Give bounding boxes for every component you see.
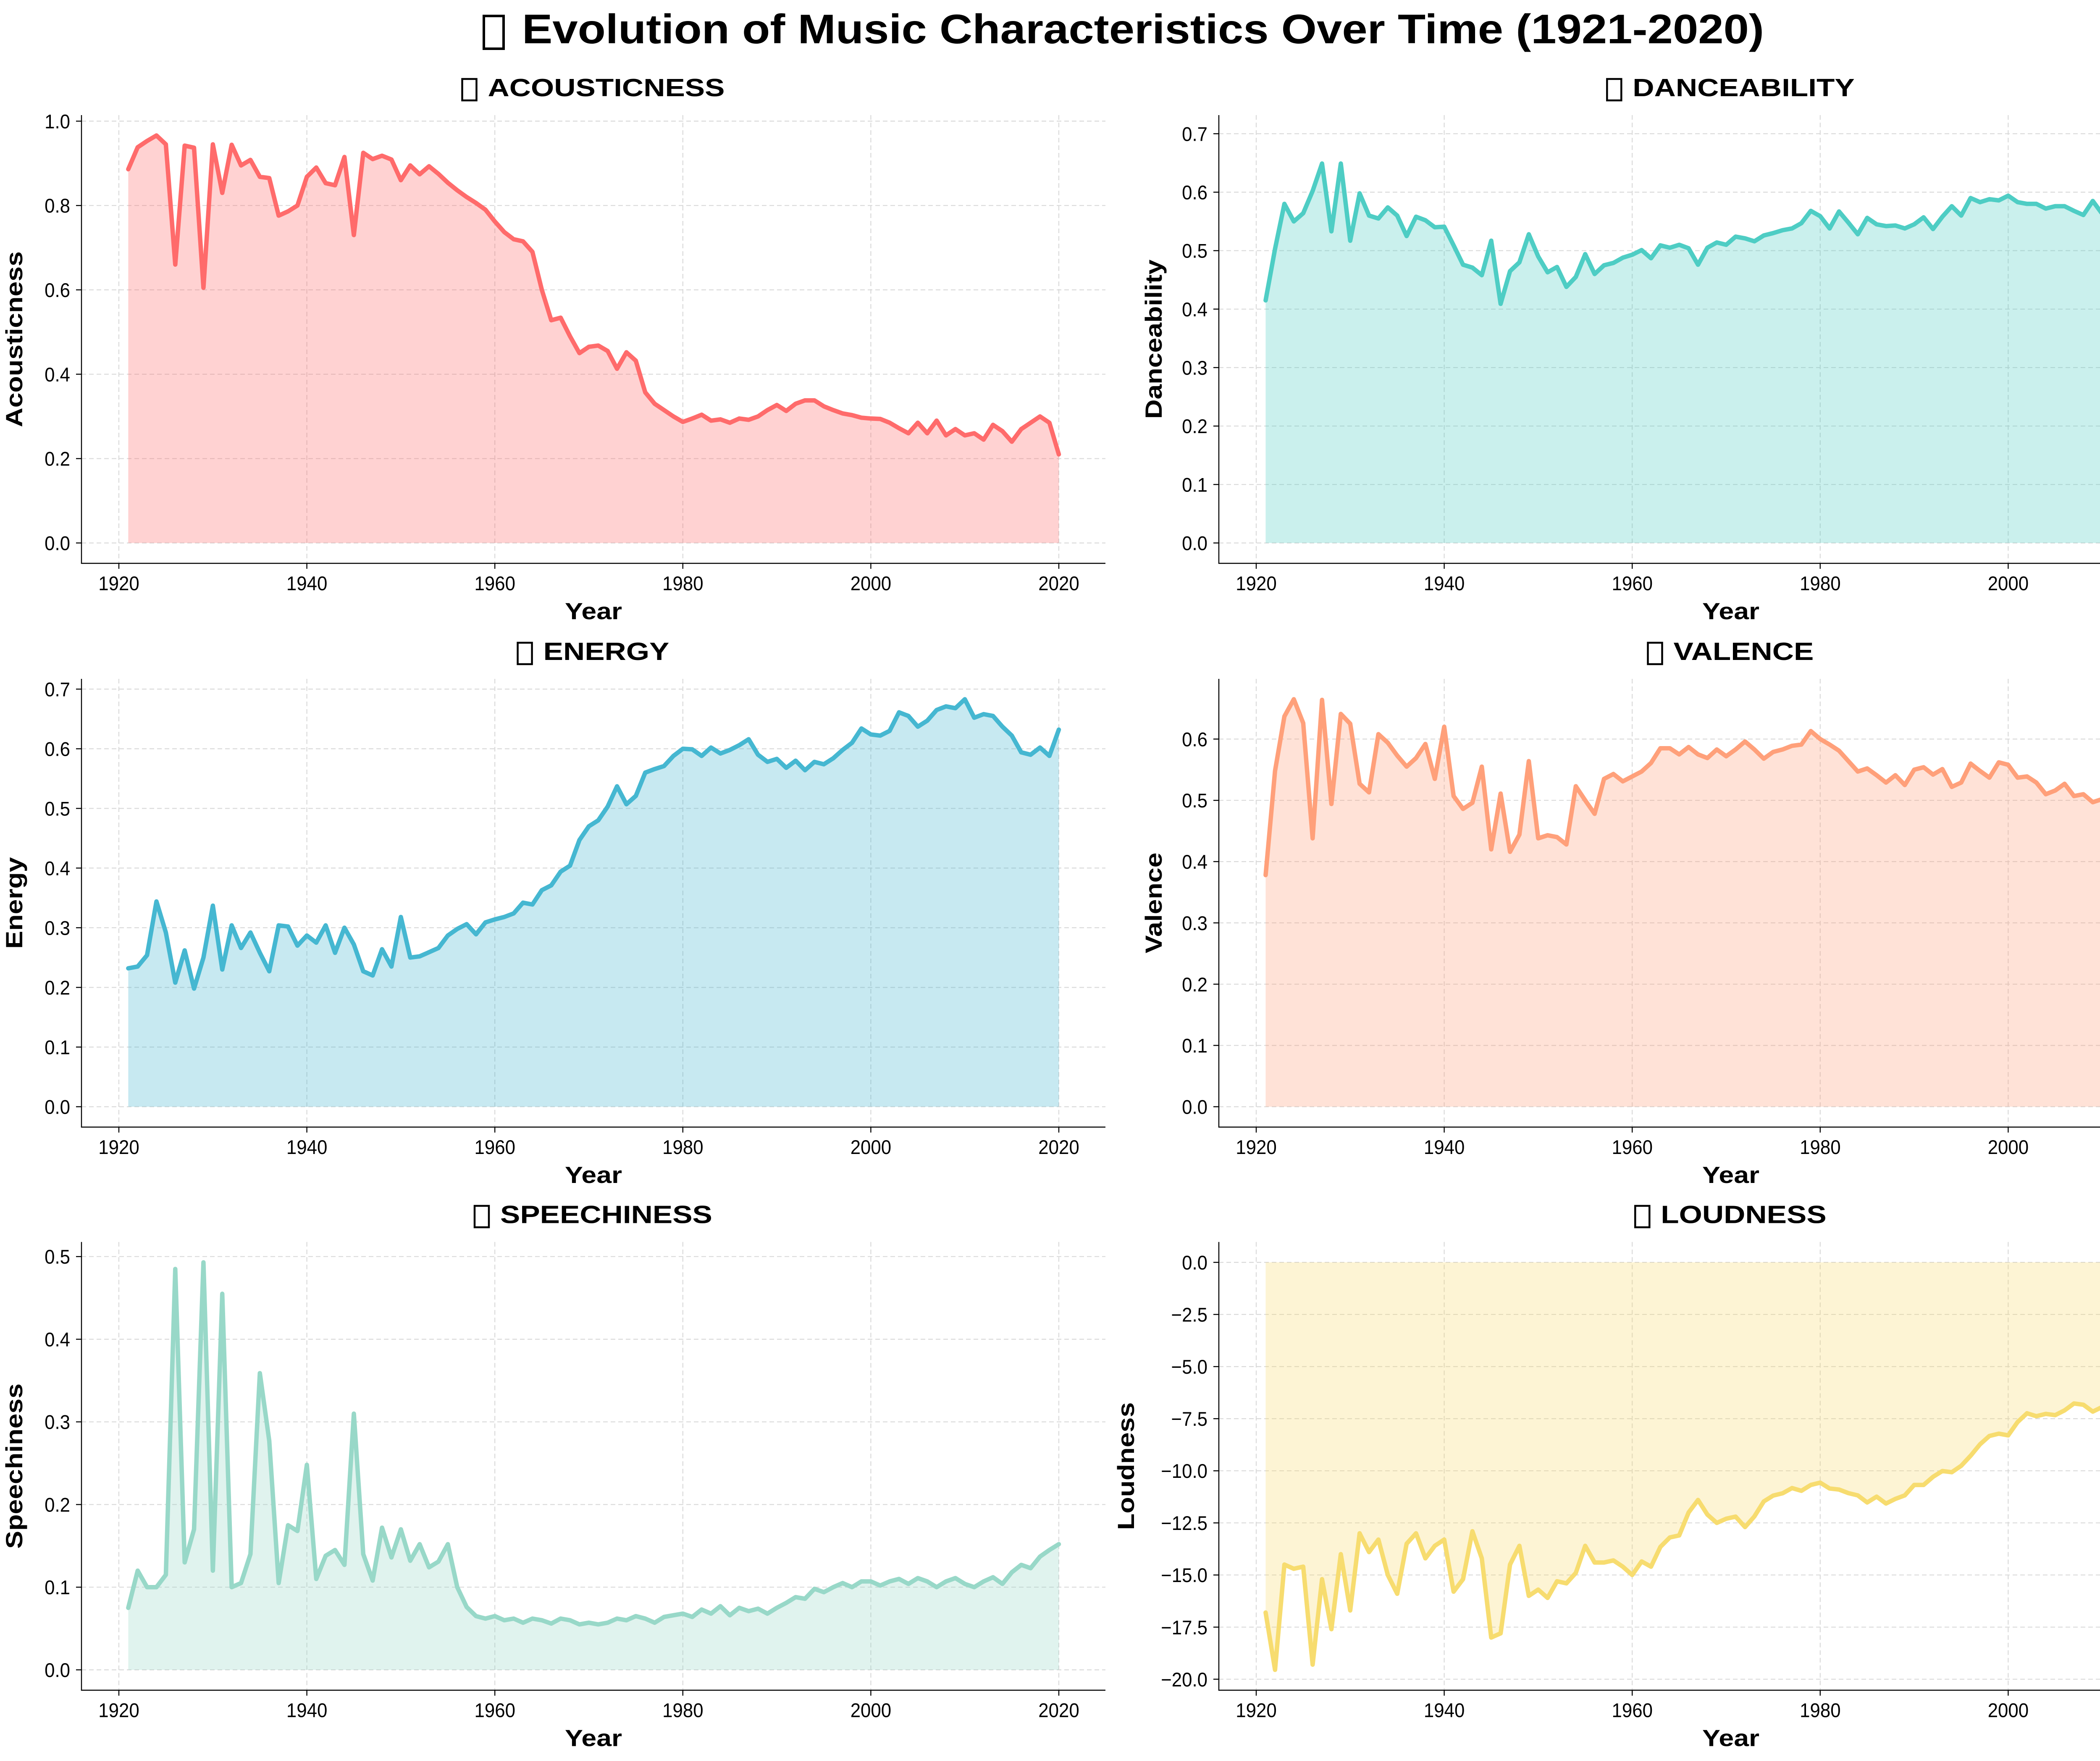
svg-text:Energy: Energy — [1, 857, 27, 949]
svg-text:Loudness: Loudness — [1113, 1402, 1139, 1530]
svg-text:1920: 1920 — [98, 1136, 139, 1158]
svg-text:Year: Year — [565, 1725, 622, 1751]
svg-text:0.4: 0.4 — [45, 363, 70, 386]
svg-text:DANCEABILITY: DANCEABILITY — [1633, 74, 1854, 102]
svg-text:0.4: 0.4 — [1182, 851, 1208, 873]
svg-text:1940: 1940 — [1424, 1699, 1465, 1722]
svg-text:2000: 2000 — [850, 1699, 892, 1722]
svg-text:Year: Year — [565, 1162, 622, 1188]
svg-text:VALENCE: VALENCE — [1674, 638, 1814, 665]
svg-text:−15.0: −15.0 — [1161, 1564, 1208, 1586]
svg-text:1940: 1940 — [286, 1136, 328, 1158]
svg-text:0.6: 0.6 — [1182, 728, 1208, 750]
svg-text:Year: Year — [1702, 1162, 1759, 1188]
svg-text:0.1: 0.1 — [1182, 473, 1208, 496]
svg-text:1960: 1960 — [1612, 1136, 1653, 1158]
svg-text:−7.5: −7.5 — [1171, 1408, 1208, 1430]
svg-text:1980: 1980 — [1800, 572, 1841, 594]
svg-text:0.0: 0.0 — [45, 532, 70, 555]
svg-text:1940: 1940 — [1424, 1136, 1465, 1158]
svg-text:1960: 1960 — [1612, 572, 1653, 594]
svg-text:0.4: 0.4 — [1182, 298, 1208, 321]
svg-text:1.0: 1.0 — [45, 110, 70, 132]
svg-text:0.4: 0.4 — [45, 1328, 70, 1351]
svg-text:0.8: 0.8 — [45, 194, 70, 217]
svg-text:0.5: 0.5 — [1182, 240, 1208, 262]
svg-text:2000: 2000 — [850, 572, 892, 594]
svg-text:Year: Year — [1702, 598, 1759, 624]
svg-text:0.6: 0.6 — [45, 738, 70, 760]
svg-text:Danceability: Danceability — [1140, 260, 1167, 419]
svg-text:0.3: 0.3 — [45, 1411, 70, 1433]
svg-text:1920: 1920 — [1236, 1136, 1277, 1158]
svg-text:1920: 1920 — [98, 1699, 139, 1722]
svg-text:1960: 1960 — [1612, 1699, 1653, 1722]
svg-text:2000: 2000 — [1988, 572, 2029, 594]
svg-text:Evolution of Music Characteris: Evolution of Music Characteristics Over … — [522, 6, 1764, 52]
svg-text:0.2: 0.2 — [45, 977, 70, 999]
svg-text:ENERGY: ENERGY — [543, 638, 669, 665]
svg-text:1940: 1940 — [286, 572, 328, 594]
svg-text:2020: 2020 — [1038, 1136, 1079, 1158]
svg-text:0.7: 0.7 — [1182, 123, 1208, 145]
svg-text:−5.0: −5.0 — [1171, 1356, 1208, 1378]
svg-text:2000: 2000 — [850, 1136, 892, 1158]
svg-text:Speechiness: Speechiness — [1, 1383, 27, 1549]
svg-text:0.5: 0.5 — [45, 797, 70, 820]
svg-text:−17.5: −17.5 — [1161, 1616, 1208, 1638]
svg-text:−10.0: −10.0 — [1161, 1460, 1208, 1482]
svg-text:1920: 1920 — [1236, 572, 1277, 594]
svg-text:0.2: 0.2 — [45, 1494, 70, 1516]
svg-text:LOUDNESS: LOUDNESS — [1661, 1201, 1826, 1229]
svg-text:−12.5: −12.5 — [1161, 1512, 1208, 1534]
svg-text:1980: 1980 — [662, 1136, 704, 1158]
svg-text:0.5: 0.5 — [1182, 789, 1208, 812]
svg-text:Acousticness: Acousticness — [1, 251, 27, 427]
svg-text:2000: 2000 — [1988, 1136, 2029, 1158]
svg-text:0.4: 0.4 — [45, 857, 70, 879]
svg-text:0.1: 0.1 — [45, 1576, 70, 1598]
svg-text:0.2: 0.2 — [1182, 415, 1208, 437]
svg-text:0.3: 0.3 — [45, 917, 70, 939]
svg-text:1960: 1960 — [475, 1136, 516, 1158]
svg-text:0.2: 0.2 — [45, 448, 70, 470]
svg-text:ACOUSTICNESS: ACOUSTICNESS — [488, 74, 725, 102]
svg-text:0.7: 0.7 — [45, 678, 70, 700]
svg-text:0.1: 0.1 — [45, 1036, 70, 1059]
svg-text:1980: 1980 — [1800, 1699, 1841, 1722]
svg-text:1960: 1960 — [475, 1699, 516, 1722]
svg-text:SPEECHINESS: SPEECHINESS — [500, 1201, 712, 1229]
svg-text:2020: 2020 — [1038, 1699, 1079, 1722]
svg-text:0.0: 0.0 — [45, 1659, 70, 1681]
svg-text:1980: 1980 — [662, 572, 704, 594]
svg-text:0.0: 0.0 — [1182, 1251, 1208, 1274]
svg-text:0.0: 0.0 — [1182, 532, 1208, 555]
svg-text:2000: 2000 — [1988, 1699, 2029, 1722]
svg-text:−20.0: −20.0 — [1161, 1668, 1208, 1690]
svg-text:Valence: Valence — [1140, 853, 1167, 954]
svg-text:1980: 1980 — [662, 1699, 704, 1722]
svg-text:2020: 2020 — [1038, 572, 1079, 594]
svg-text:1920: 1920 — [1236, 1699, 1277, 1722]
svg-text:0.6: 0.6 — [45, 279, 70, 301]
svg-text:−2.5: −2.5 — [1171, 1304, 1208, 1326]
svg-text:1960: 1960 — [475, 572, 516, 594]
svg-text:0.2: 0.2 — [1182, 973, 1208, 996]
svg-text:1980: 1980 — [1800, 1136, 1841, 1158]
svg-text:0.6: 0.6 — [1182, 181, 1208, 204]
svg-text:0.1: 0.1 — [1182, 1035, 1208, 1057]
svg-text:1920: 1920 — [98, 572, 139, 594]
svg-text:0.3: 0.3 — [1182, 357, 1208, 379]
svg-text:0.0: 0.0 — [1182, 1096, 1208, 1118]
svg-text:1940: 1940 — [1424, 572, 1465, 594]
svg-text:Year: Year — [1702, 1725, 1759, 1751]
svg-text:0.5: 0.5 — [45, 1246, 70, 1268]
svg-text:0.3: 0.3 — [1182, 912, 1208, 934]
svg-text:0.0: 0.0 — [45, 1096, 70, 1118]
svg-text:Year: Year — [565, 598, 622, 624]
svg-text:1940: 1940 — [286, 1699, 328, 1722]
